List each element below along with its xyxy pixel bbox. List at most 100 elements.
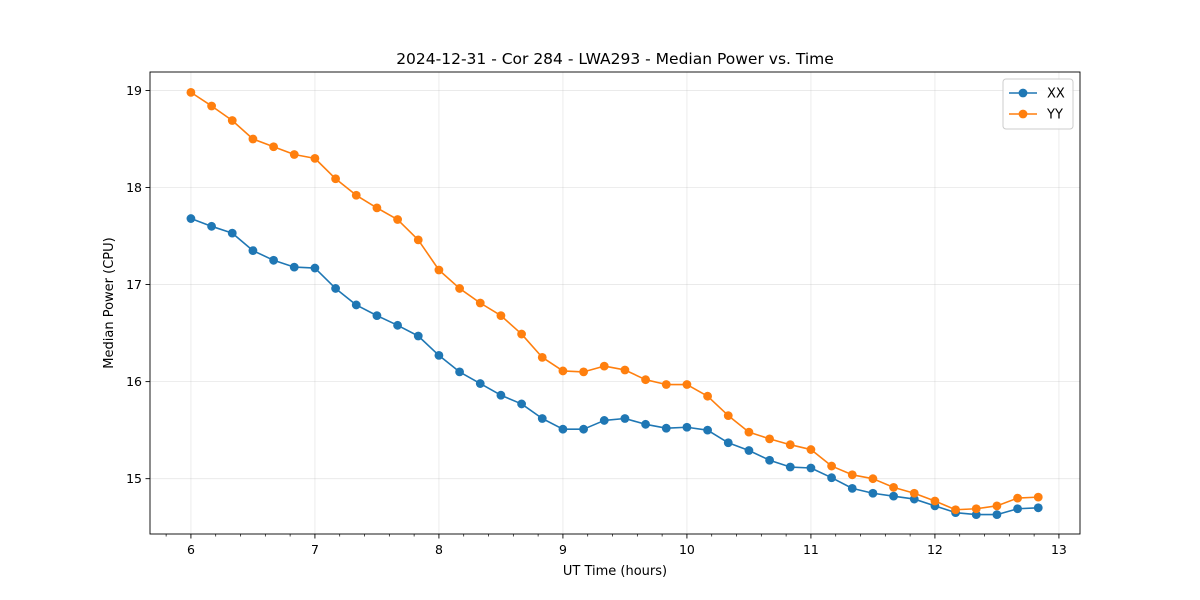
data-point-xx xyxy=(827,473,836,483)
data-point-xx xyxy=(434,351,444,360)
plot-area: 6 7 8 9 10 11 12 13 15 16 17 18 19 xyxy=(126,71,1081,557)
data-point-yy xyxy=(269,142,278,152)
legend-marker-xx xyxy=(1018,88,1028,98)
data-point-yy xyxy=(496,311,506,321)
data-point-xx xyxy=(1033,503,1043,513)
y-tick-label: 18 xyxy=(126,180,142,195)
data-point-xx xyxy=(186,214,196,223)
data-point-yy xyxy=(227,116,237,125)
data-point-yy xyxy=(785,440,795,450)
data-point-yy xyxy=(889,483,898,492)
x-tick-label: 8 xyxy=(435,542,443,557)
legend-label-yy: YY xyxy=(1046,108,1063,123)
data-point-yy xyxy=(207,101,216,111)
y-tick-label: 17 xyxy=(126,277,142,292)
data-point-xx xyxy=(682,422,692,432)
chart-title: 2024-12-31 - Cor 284 - LWA293 - Median P… xyxy=(396,50,834,68)
data-point-yy xyxy=(372,203,382,213)
data-point-yy xyxy=(1013,493,1022,503)
data-point-yy xyxy=(393,215,402,224)
data-point-xx xyxy=(785,462,795,472)
data-point-xx xyxy=(765,455,774,465)
data-point-yy xyxy=(186,87,196,97)
y-axis-label: Median Power (CPU) xyxy=(102,237,117,368)
legend-marker-yy xyxy=(1018,109,1028,119)
data-point-yy xyxy=(661,380,671,389)
data-point-xx xyxy=(744,446,754,455)
data-point-yy xyxy=(930,496,940,506)
data-point-yy xyxy=(971,504,981,514)
data-point-xx xyxy=(351,300,361,310)
x-tick-label: 9 xyxy=(559,542,567,557)
data-point-yy xyxy=(992,501,1002,511)
data-point-xx xyxy=(723,438,733,448)
data-point-xx xyxy=(517,399,526,409)
data-point-yy xyxy=(723,411,733,420)
data-point-yy xyxy=(248,134,258,144)
data-point-xx xyxy=(207,221,216,231)
data-point-xx xyxy=(558,424,568,434)
data-point-xx xyxy=(579,424,588,434)
data-point-yy xyxy=(806,445,816,454)
data-point-xx xyxy=(331,284,340,293)
data-point-yy xyxy=(641,375,650,385)
data-point-xx xyxy=(227,228,237,238)
data-point-xx xyxy=(496,390,506,400)
data-point-yy xyxy=(475,298,485,308)
x-tick-label: 6 xyxy=(187,542,195,557)
axes-frame xyxy=(149,71,1081,535)
data-point-xx xyxy=(269,255,278,265)
data-point-xx xyxy=(310,263,320,273)
data-point-yy xyxy=(517,329,526,339)
y-tick-label: 15 xyxy=(126,471,142,486)
x-tick-label: 11 xyxy=(803,542,819,557)
data-point-yy xyxy=(537,352,547,362)
data-point-yy xyxy=(909,488,919,498)
data-point-yy xyxy=(558,366,568,376)
data-point-xx xyxy=(393,320,402,330)
data-point-xx xyxy=(1013,504,1022,514)
data-point-xx xyxy=(641,419,650,429)
data-point-yy xyxy=(413,235,423,245)
data-point-xx xyxy=(372,311,382,321)
data-point-yy xyxy=(703,391,712,401)
data-point-yy xyxy=(455,284,464,293)
data-point-yy xyxy=(434,265,444,275)
data-point-xx xyxy=(889,491,898,501)
x-tick-label: 7 xyxy=(311,542,319,557)
legend: XX YY xyxy=(1002,78,1074,130)
data-point-yy xyxy=(579,367,588,377)
x-axis-label: UT Time (hours) xyxy=(563,564,667,579)
data-point-xx xyxy=(475,379,485,388)
data-point-xx xyxy=(661,423,671,433)
data-point-xx xyxy=(537,414,547,423)
data-point-xx xyxy=(806,463,816,473)
y-tick-label: 16 xyxy=(126,374,142,389)
data-point-yy xyxy=(765,434,774,444)
data-point-xx xyxy=(455,367,464,377)
data-point-yy xyxy=(289,150,299,159)
data-point-yy xyxy=(744,427,754,437)
data-point-xx xyxy=(413,331,423,341)
data-point-yy xyxy=(868,474,878,484)
data-point-xx xyxy=(868,488,878,498)
data-point-xx xyxy=(289,262,299,272)
x-tick-label: 12 xyxy=(927,542,943,557)
data-point-yy xyxy=(620,365,630,375)
x-tick-label: 10 xyxy=(679,542,695,557)
data-point-yy xyxy=(1033,492,1043,502)
data-point-yy xyxy=(310,153,320,163)
legend-label-xx: XX xyxy=(1047,87,1065,102)
data-point-yy xyxy=(351,190,361,200)
data-point-yy xyxy=(827,461,836,471)
data-point-yy xyxy=(682,380,692,389)
data-point-yy xyxy=(847,470,857,480)
data-point-xx xyxy=(703,425,712,435)
y-tick-label: 19 xyxy=(126,83,142,98)
data-point-xx xyxy=(248,246,258,255)
data-point-xx xyxy=(620,414,630,423)
data-point-yy xyxy=(951,505,960,515)
data-point-yy xyxy=(599,361,609,371)
